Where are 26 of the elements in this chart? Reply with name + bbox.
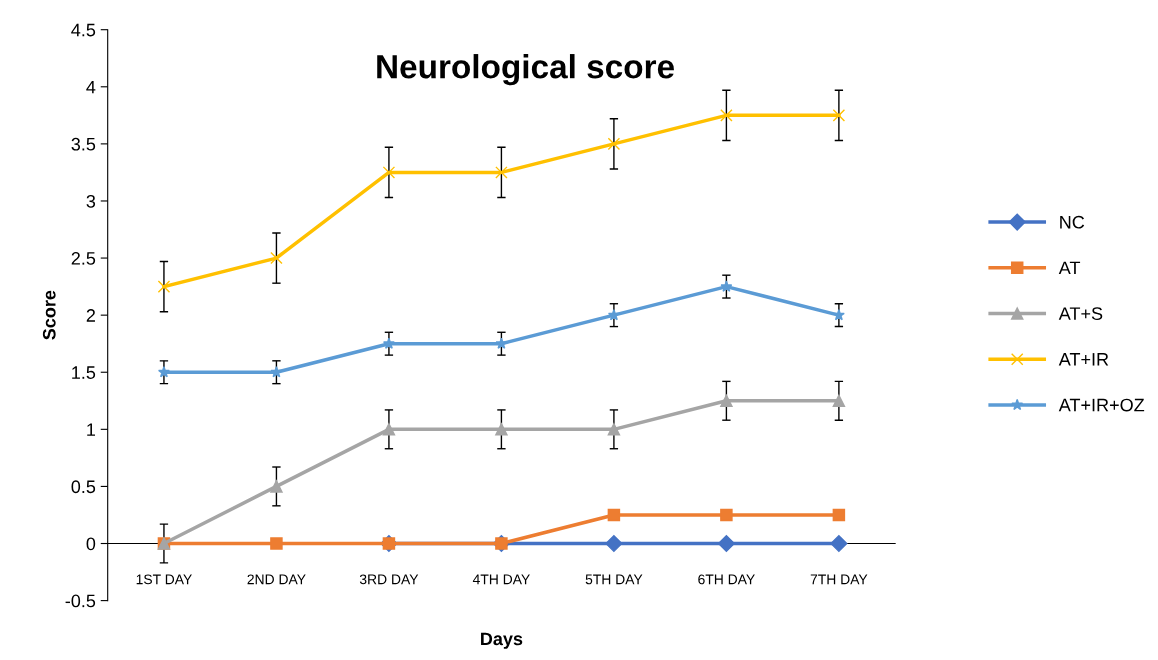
y-tick-label: 3 (86, 194, 96, 208)
legend-label: NC (1060, 215, 1085, 229)
y-tick-label: 1 (87, 423, 96, 436)
legend-label: AT+IR (1058, 353, 1109, 366)
y-tick-label: 1.5 (72, 366, 96, 379)
y-tick-label: 4.5 (71, 23, 96, 37)
x-tick-label: 5TH DAY (585, 574, 643, 585)
y-tick-label: 4 (86, 80, 96, 94)
x-tick-label: 1ST DAY (136, 574, 192, 585)
x-tick-label: 6TH DAY (698, 574, 755, 585)
legend-label: AT+IR+OZ (1058, 398, 1145, 412)
legend-label: AT (1058, 261, 1081, 275)
x-axis-title: Days (481, 632, 523, 649)
x-tick-label: 3RD DAY (359, 574, 419, 585)
x-tick-label: 2ND DAY (247, 574, 306, 585)
y-axis-title: Score (42, 290, 56, 340)
y-tick-label: 2.5 (71, 251, 96, 265)
text: Neurological score (377, 54, 674, 86)
x-tick-label: 7TH DAY (810, 574, 868, 585)
y-tick-label: -0.5 (65, 594, 96, 608)
y-tick-label: 3.5 (71, 137, 96, 151)
x-tick-label: 4TH DAY (472, 574, 530, 585)
y-tick-label: 0.5 (71, 480, 96, 494)
legend-label: AT+S (1058, 307, 1103, 320)
y-tick-label: 2 (86, 309, 95, 322)
y-tick-label: 0 (86, 537, 96, 551)
